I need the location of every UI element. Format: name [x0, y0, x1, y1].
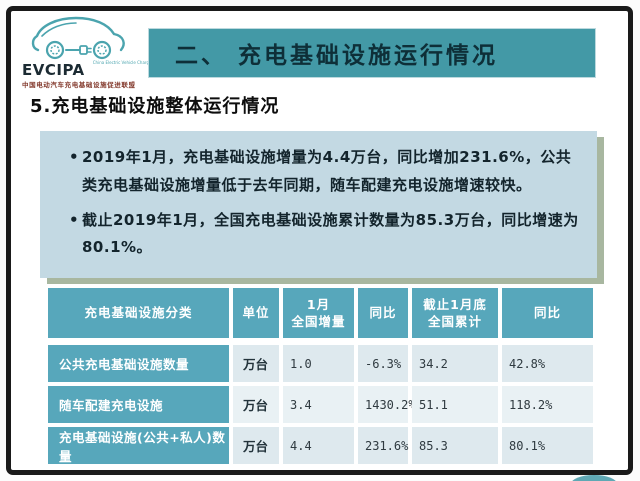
slide-title-bar: 二、 充电基础设施运行情况 — [148, 28, 596, 78]
row-unit: 万台 — [233, 427, 279, 464]
table-row: 随车配建充电设施 万台 3.4 1430.2% 51.1 118.2% — [48, 386, 593, 423]
logo-wordmark-row: EVCIPA China Electric Vehicle Charging I… — [22, 60, 223, 79]
summary-bullet-1: • 2019年1月，充电基础设施增量为4.4万台，同比增加231.6%，公共类充电… — [56, 144, 583, 200]
bullet-icon: • — [69, 148, 80, 166]
summary-bullet-1-text: 2019年1月，充电基础设施增量为4.4万台，同比增加231.6%，公共类充电基… — [82, 148, 572, 194]
row-unit: 万台 — [233, 386, 279, 423]
row-yoy-2: 80.1% — [502, 427, 593, 464]
summary-box: • 2019年1月，充电基础设施增量为4.4万台，同比增加231.6%，公共类充电… — [40, 131, 597, 278]
slide-title: 二、 充电基础设施运行情况 — [175, 43, 499, 69]
table-row: 公共充电基础设施数量 万台 1.0 -6.3% 34.2 42.8% — [48, 345, 593, 382]
row-jan-increment: 4.4 — [283, 427, 354, 464]
row-cumulative: 51.1 — [412, 386, 498, 423]
summary-bullet-2-text: 截止2019年1月，全国充电基础设施累计数量为85.3万台，同比增速为80.1%… — [82, 210, 579, 257]
table-row: 充电基础设施(公共+私人)数量 万台 4.4 231.6% 85.3 80.1% — [48, 427, 593, 464]
row-yoy-1: -6.3% — [358, 345, 408, 382]
row-yoy-2: 118.2% — [502, 386, 593, 423]
section-title: 5.充电基础设施整体运行情况 — [30, 96, 280, 117]
logo-chinese-caption: 中国电动汽车充电基础设施促进联盟 — [22, 81, 136, 89]
logo-wordmark: EVCIPA — [22, 61, 85, 79]
header-cumulative: 截止1月底 全国累计 — [412, 288, 498, 338]
bullet-icon: • — [69, 210, 80, 229]
row-jan-increment: 3.4 — [283, 386, 354, 423]
header-yoy-1: 同比 — [358, 288, 408, 338]
next-slide-logo-peek — [571, 475, 617, 481]
infrastructure-table: 充电基础设施分类 单位 1月 全国增量 同比 截止1月底 全国累计 同比 公共充… — [48, 288, 593, 468]
logo-english-caption: China Electric Vehicle Charging Infrastr… — [92, 60, 223, 65]
row-category: 随车配建充电设施 — [48, 386, 229, 423]
row-yoy-2: 42.8% — [502, 345, 593, 382]
row-jan-increment: 1.0 — [283, 345, 354, 382]
header-jan-increment: 1月 全国增量 — [283, 288, 354, 338]
table-header-row: 充电基础设施分类 单位 1月 全国增量 同比 截止1月底 全国累计 同比 — [48, 288, 593, 338]
header-yoy-2: 同比 — [502, 288, 593, 338]
row-category: 公共充电基础设施数量 — [48, 345, 229, 382]
row-category: 充电基础设施(公共+私人)数量 — [48, 427, 229, 464]
row-yoy-1: 231.6% — [358, 427, 408, 464]
header-unit: 单位 — [233, 288, 279, 338]
header-category: 充电基础设施分类 — [48, 288, 229, 338]
evcipa-logo: EVCIPA China Electric Vehicle Charging I… — [20, 12, 223, 89]
row-cumulative: 34.2 — [412, 345, 498, 382]
row-yoy-1: 1430.2% — [358, 386, 416, 423]
row-unit: 万台 — [233, 345, 279, 382]
summary-bullet-2: • 截止2019年1月，全国充电基础设施累计数量为85.3万台，同比增速为80.1… — [56, 207, 583, 263]
row-cumulative: 85.3 — [412, 427, 498, 464]
